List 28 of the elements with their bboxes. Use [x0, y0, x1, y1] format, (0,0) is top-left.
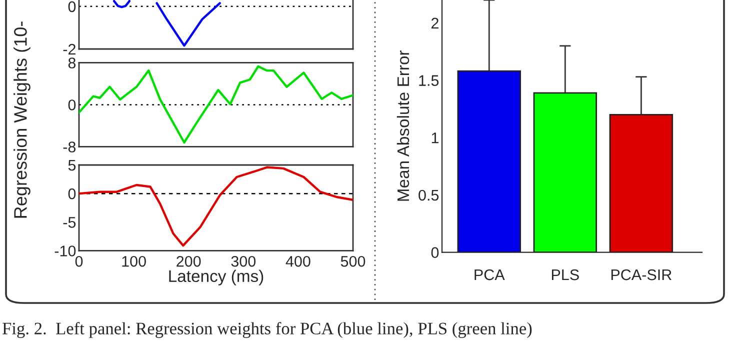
x-tick-label: 500 — [340, 256, 366, 267]
y-tick-label: 1 — [432, 132, 438, 144]
x-tick-label: 100 — [122, 256, 146, 267]
x-tick-label: PCA — [474, 269, 505, 280]
x-axis-title: Latency (ms) — [169, 270, 264, 286]
y-tick-label: -10 — [54, 246, 76, 256]
y-tick-label: 2 — [431, 18, 438, 28]
line-series — [79, 65, 353, 144]
y-tick-label: -5 — [63, 217, 76, 228]
y-tick-label: 1.5 — [419, 75, 439, 86]
x-tick-label: 400 — [286, 256, 310, 267]
caption: Fig. 2. Left panel: Regression weights for PCA (blue line), PLS (green line) — [2, 322, 532, 338]
x-tick-label: 300 — [231, 256, 256, 267]
y-tick-label: 0 — [431, 247, 439, 258]
x-tick-label: PLS — [552, 269, 579, 280]
y-tick-label: 0 — [68, 188, 76, 200]
y-tick-label: 0.5 — [418, 190, 439, 201]
y-tick-label: 8 — [68, 58, 76, 68]
y-tick-label: -8 — [63, 142, 76, 152]
y-tick-label: 0 — [68, 100, 76, 110]
x-tick-label: 0 — [75, 256, 83, 267]
x-tick-label: 200 — [176, 256, 201, 267]
y-axis-title: Mean Absolute Error — [396, 50, 410, 201]
y-axis-title: Regression Weights (10- — [14, 22, 30, 218]
y-tick-label: 5 — [68, 160, 76, 171]
y-tick-label: -2 — [63, 44, 76, 55]
x-tick-label: PCA-SIR — [611, 269, 672, 280]
y-tick-label: 0 — [68, 1, 76, 12]
